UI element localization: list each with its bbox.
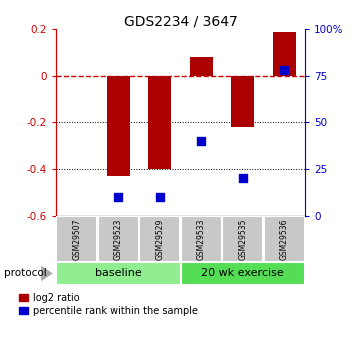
Bar bbox=[231, 76, 254, 127]
Title: GDS2234 / 3647: GDS2234 / 3647 bbox=[123, 14, 238, 28]
Bar bbox=[180, 262, 305, 285]
Text: GSM29529: GSM29529 bbox=[155, 218, 164, 259]
Text: GSM29535: GSM29535 bbox=[238, 218, 247, 260]
Point bbox=[116, 194, 121, 200]
Text: baseline: baseline bbox=[95, 268, 142, 278]
Text: GSM29536: GSM29536 bbox=[280, 218, 289, 260]
Point bbox=[157, 194, 162, 200]
Legend: log2 ratio, percentile rank within the sample: log2 ratio, percentile rank within the s… bbox=[19, 293, 198, 316]
Point bbox=[240, 176, 245, 181]
Bar bbox=[222, 216, 263, 262]
Bar bbox=[264, 216, 305, 262]
Bar bbox=[139, 216, 180, 262]
Text: GSM29533: GSM29533 bbox=[197, 218, 206, 260]
Text: GSM29523: GSM29523 bbox=[114, 218, 123, 259]
Bar bbox=[98, 216, 139, 262]
Bar bbox=[273, 32, 296, 76]
Bar bbox=[107, 76, 130, 176]
Bar bbox=[181, 216, 222, 262]
Polygon shape bbox=[41, 266, 53, 281]
Text: protocol: protocol bbox=[4, 268, 46, 278]
Text: GSM29507: GSM29507 bbox=[72, 218, 81, 260]
Text: 20 wk exercise: 20 wk exercise bbox=[201, 268, 284, 278]
Bar bbox=[148, 76, 171, 169]
Point bbox=[282, 68, 287, 73]
Point bbox=[199, 138, 204, 144]
Bar bbox=[190, 57, 213, 76]
Bar bbox=[56, 216, 97, 262]
Bar bbox=[56, 262, 180, 285]
